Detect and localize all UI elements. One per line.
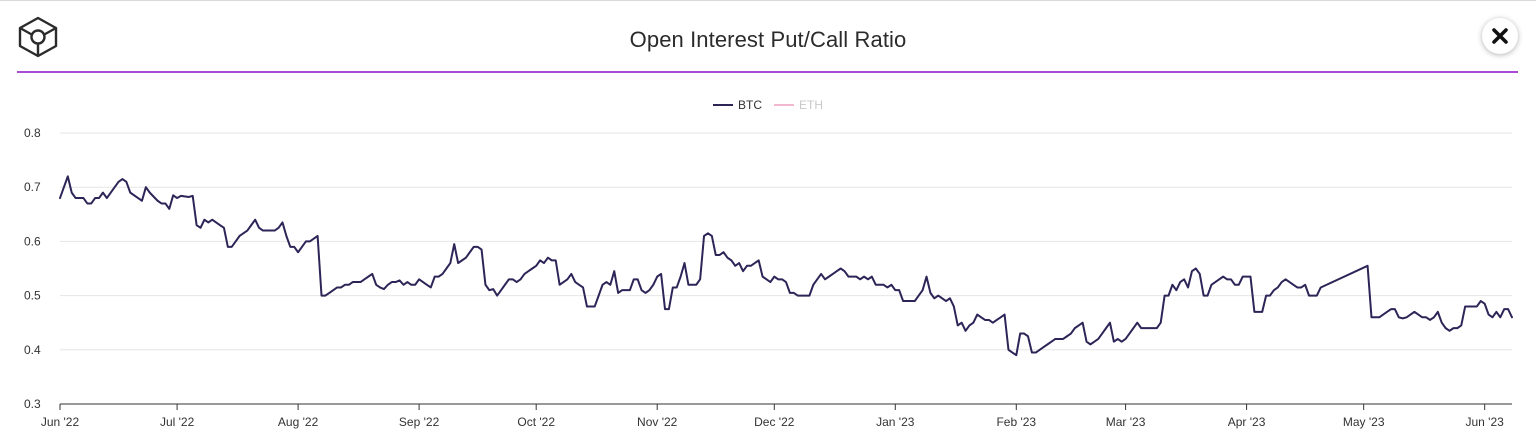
x-tick-label: Feb '23 <box>996 415 1036 429</box>
legend-label-eth: ETH <box>799 98 823 112</box>
grid-layer <box>60 132 1512 405</box>
y-axis: 0.3 0.4 0.5 0.6 0.7 0.8 <box>24 126 41 411</box>
series-line-btc[interactable] <box>59 175 1513 357</box>
x-tick-label: Jun '22 <box>41 415 80 429</box>
legend-label-btc: BTC <box>738 98 762 112</box>
x-tick-label: Jan '23 <box>876 415 915 429</box>
header-divider <box>17 71 1518 73</box>
top-border <box>0 0 1536 1</box>
chart-legend: BTC ETH <box>0 98 1536 112</box>
y-tick-label: 0.3 <box>24 397 41 411</box>
y-tick-label: 0.8 <box>24 126 41 140</box>
x-tick-label: Oct '22 <box>517 415 555 429</box>
legend-swatch-btc <box>713 104 733 106</box>
page-title: Open Interest Put/Call Ratio <box>629 27 907 52</box>
legend-swatch-eth <box>774 104 794 106</box>
x-tick-label: Jun '23 <box>1466 415 1505 429</box>
x-tick-label: Dec '22 <box>754 415 795 429</box>
x-tick-label: Sep '22 <box>399 415 440 429</box>
x-tick-label: Jul '22 <box>160 415 195 429</box>
series-layer <box>59 175 1513 357</box>
x-tick-label: Nov '22 <box>637 415 678 429</box>
x-axis: Jun '22 Jul '22 Aug '22 Sep '22 Oct '22 Nov '… <box>41 404 1504 429</box>
close-icon <box>1492 28 1508 44</box>
y-tick-label: 0.7 <box>24 180 41 194</box>
x-tick-label: Mar '23 <box>1106 415 1146 429</box>
legend-item-btc[interactable]: BTC <box>713 98 762 112</box>
legend-item-eth[interactable]: ETH <box>774 98 823 112</box>
y-tick-label: 0.6 <box>24 234 41 248</box>
x-tick-label: Apr '23 <box>1228 415 1266 429</box>
x-tick-label: May '23 <box>1343 415 1385 429</box>
cube-logo-icon[interactable] <box>17 16 59 58</box>
x-tick-label: Aug '22 <box>278 415 319 429</box>
y-tick-label: 0.5 <box>24 289 41 303</box>
close-button[interactable] <box>1482 18 1518 54</box>
y-tick-label: 0.4 <box>24 343 41 357</box>
